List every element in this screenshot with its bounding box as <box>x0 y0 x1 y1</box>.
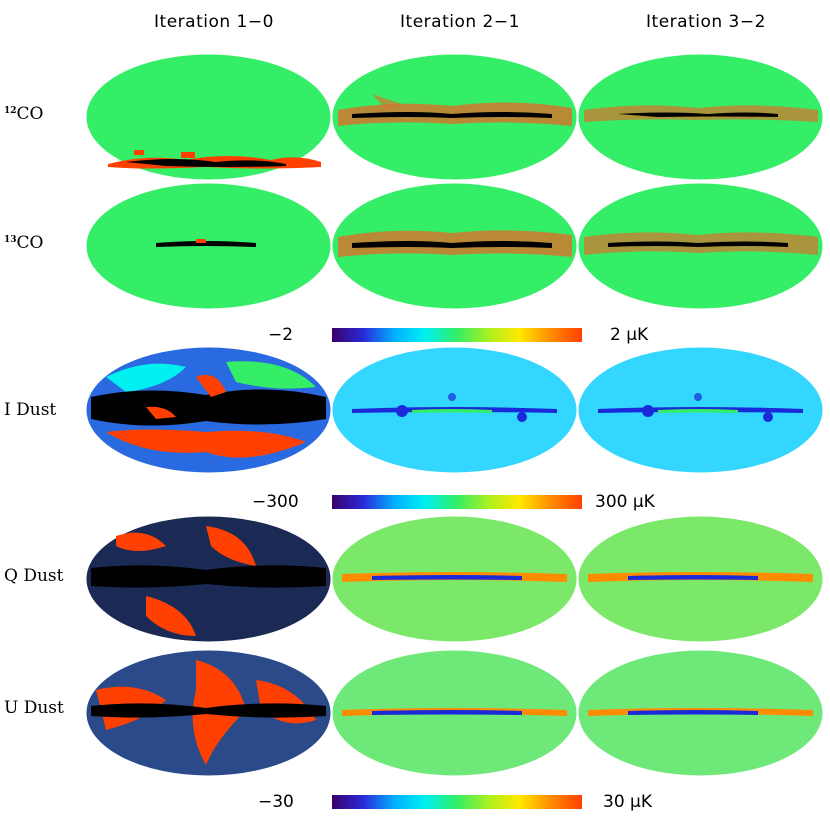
map-13co-iter1 <box>86 183 331 309</box>
map-u-dust-iter1 <box>86 650 331 776</box>
map-12co-iter2 <box>332 54 577 180</box>
map-u-dust-iter3 <box>578 650 823 776</box>
colorbar-pol-dust <box>332 795 582 809</box>
map-q-dust-iter2 <box>332 516 577 642</box>
scale-max-pol-dust: 30 μK <box>603 792 652 812</box>
scale-min-pol-dust: −30 <box>258 792 294 812</box>
map-i-dust-iter1 <box>86 347 331 473</box>
map-i-dust-iter3 <box>578 347 823 473</box>
map-u-dust-iter2 <box>332 650 577 776</box>
column-title-3: Iteration 3−2 <box>646 12 766 32</box>
scale-max-co: 2 μK <box>610 325 649 345</box>
map-q-dust-iter3 <box>578 516 823 642</box>
map-12co-iter3 <box>578 54 823 180</box>
row-label-12co: 12CO <box>4 104 44 124</box>
map-13co-iter3 <box>578 183 823 309</box>
column-title-1: Iteration 1−0 <box>154 12 274 32</box>
map-13co-iter2 <box>332 183 577 309</box>
row-label-i-dust: I Dust <box>4 400 57 420</box>
map-i-dust-iter2 <box>332 347 577 473</box>
row-label-q-dust: Q Dust <box>4 566 64 586</box>
scale-max-i-dust: 300 μK <box>595 492 655 512</box>
map-q-dust-iter1 <box>86 516 331 642</box>
column-title-2: Iteration 2−1 <box>400 12 520 32</box>
row-label-u-dust: U Dust <box>4 698 64 718</box>
colorbar-co <box>332 328 582 342</box>
colorbar-i-dust <box>332 495 582 509</box>
row-label-13co: 13CO <box>4 233 44 253</box>
scale-min-i-dust: −300 <box>252 492 299 512</box>
map-12co-iter1 <box>86 54 331 180</box>
scale-min-co: −2 <box>268 325 294 345</box>
